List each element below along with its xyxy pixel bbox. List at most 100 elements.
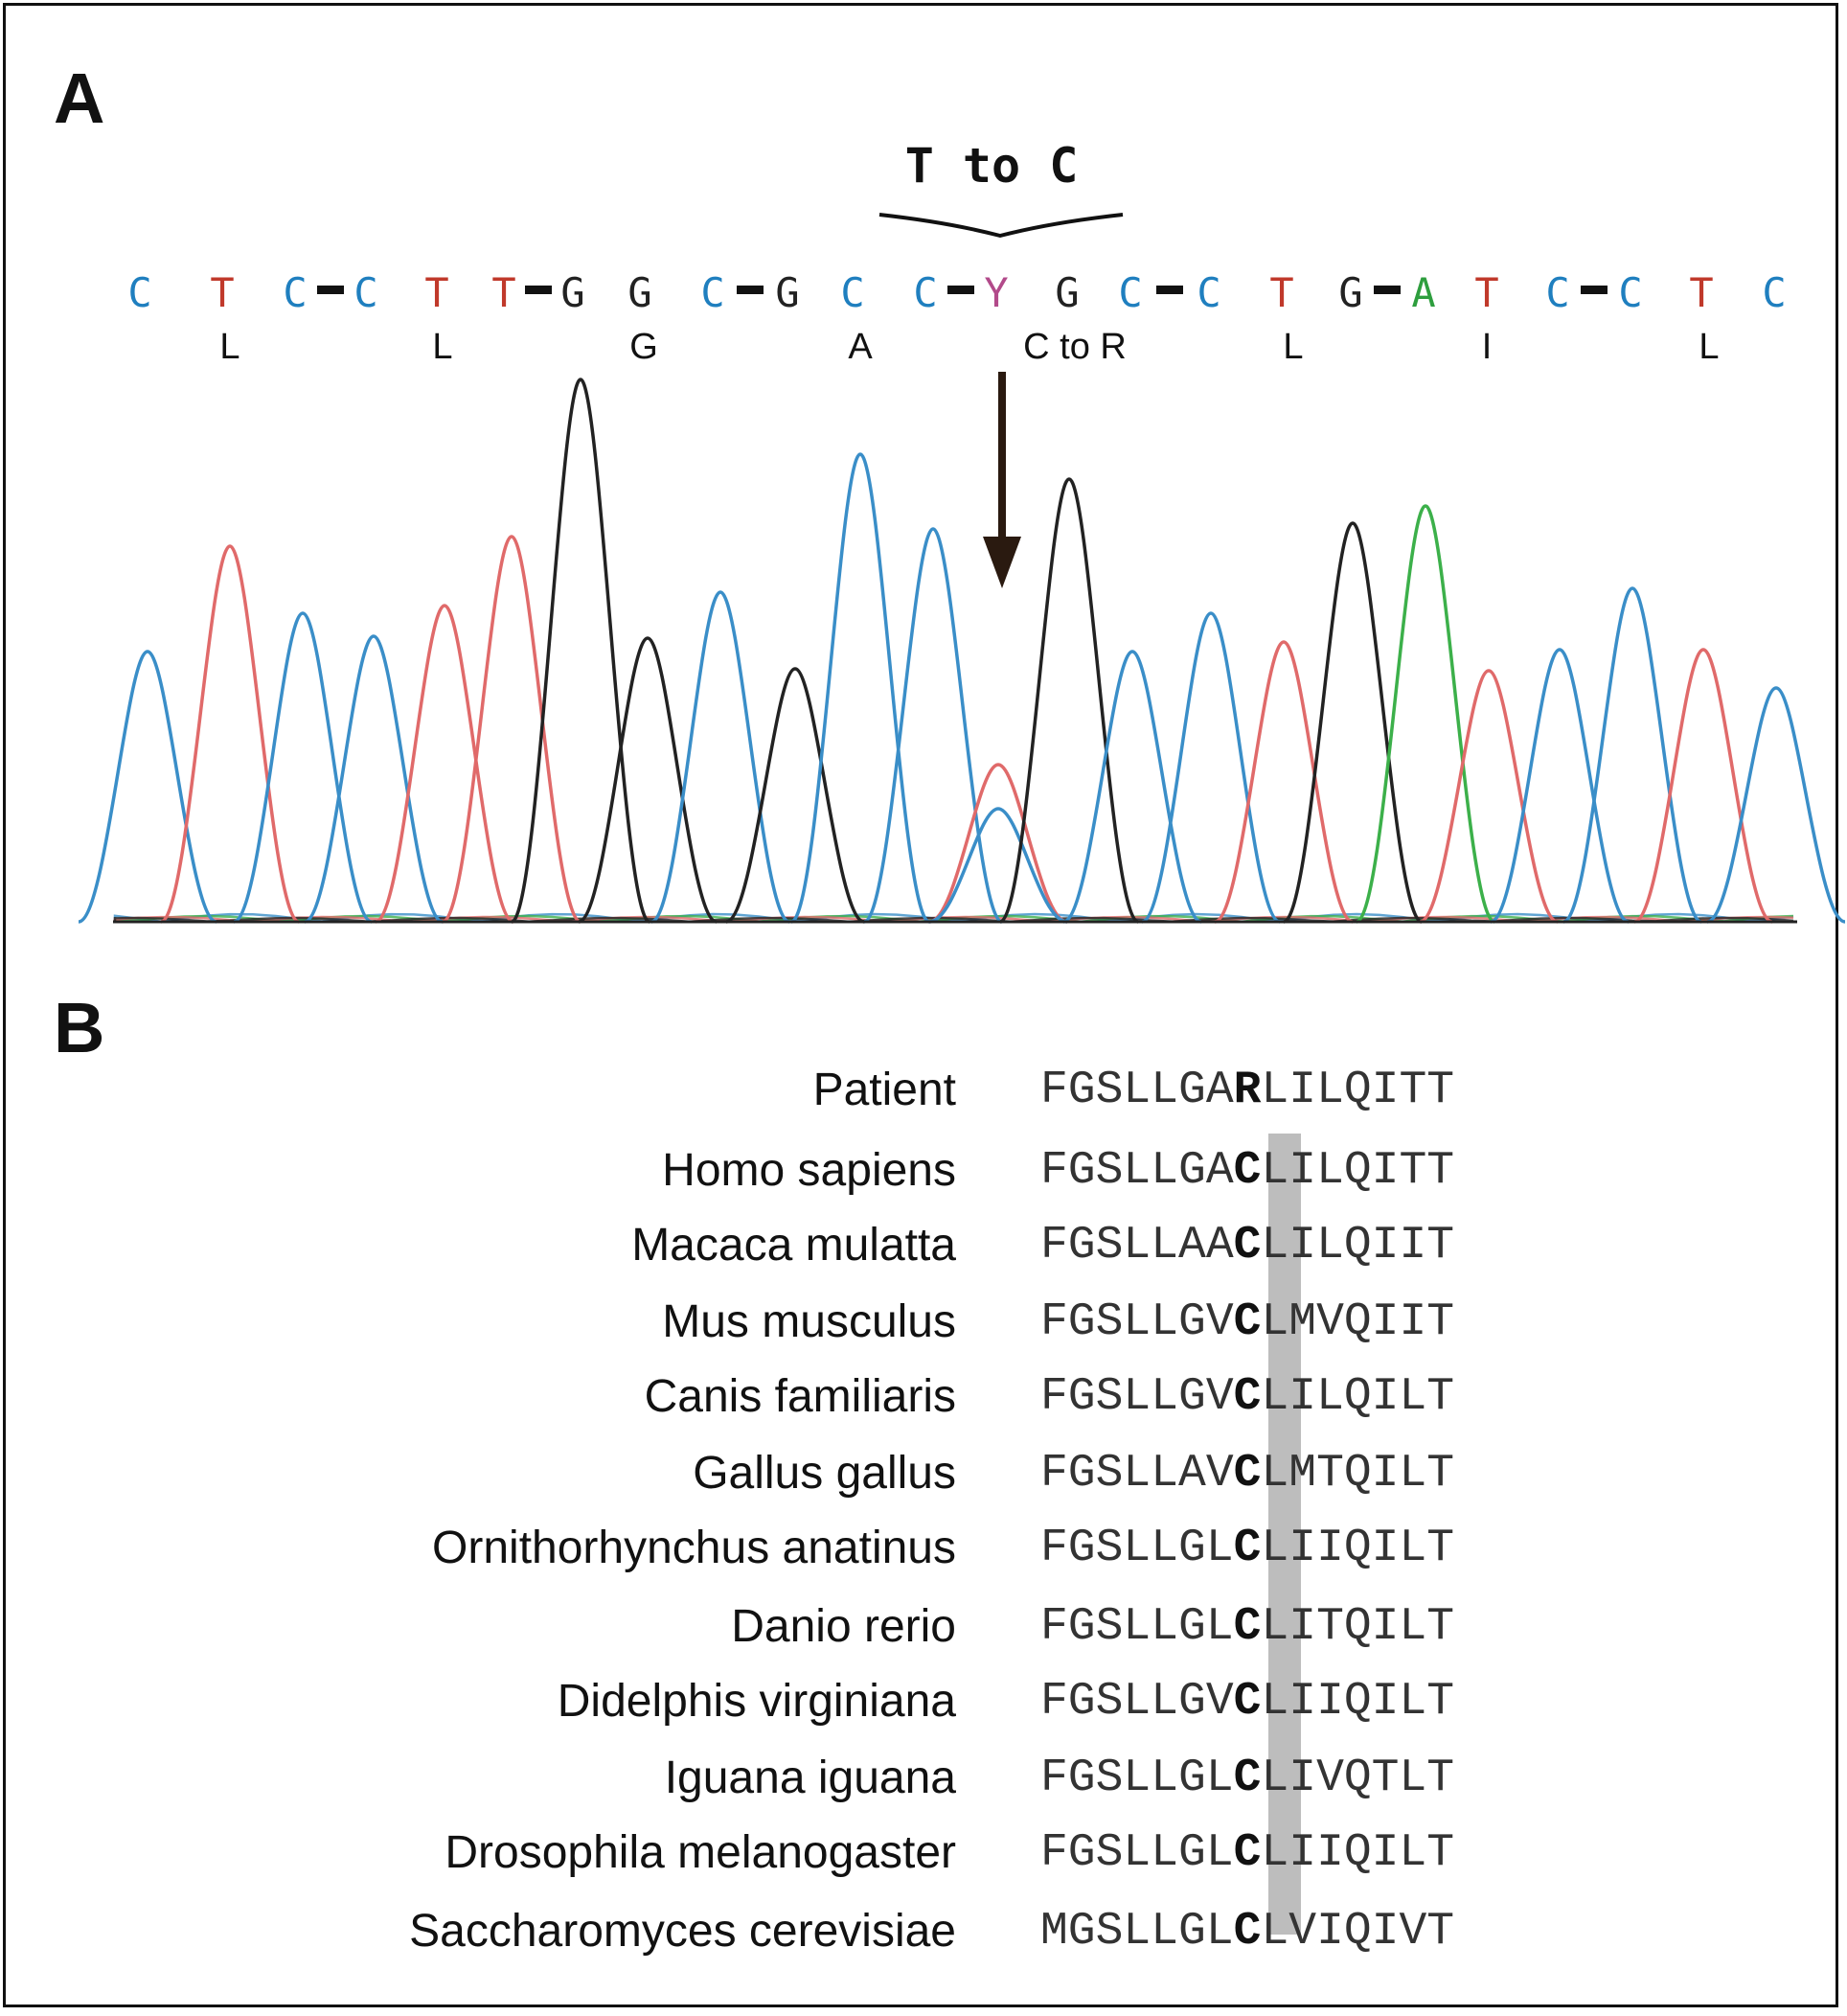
codon-separator	[525, 286, 552, 294]
protein-sequence: FGSLLGLCLIIQILT	[1040, 1824, 1454, 1882]
sequence-right: LILQILT	[1261, 1371, 1455, 1423]
trace-peak	[1062, 650, 1202, 924]
trace-peak	[1283, 521, 1423, 924]
conserved-residue: C	[1233, 1676, 1262, 1728]
amino-acid-label: L	[1699, 327, 1719, 367]
base-call: C	[353, 269, 377, 316]
sequence-left: FGSLLGV	[1040, 1676, 1234, 1728]
base-call: G	[1338, 269, 1362, 316]
base-call: G	[560, 269, 584, 316]
conserved-residue: C	[1233, 1220, 1262, 1271]
trace-peak	[1490, 648, 1630, 924]
protein-sequence: FGSLLGVCLIIQILT	[1040, 1673, 1454, 1730]
species-name: Mus musculus	[662, 1296, 956, 1347]
base-call: T	[424, 269, 448, 316]
amino-acid-label: G	[629, 327, 658, 367]
trace-peak	[78, 650, 217, 924]
trace-peak	[304, 634, 444, 924]
trace-peak	[1562, 586, 1702, 924]
trace-peak	[160, 544, 300, 924]
species-name: Patient	[812, 1065, 956, 1115]
amino-acid-label: L	[432, 327, 452, 367]
sequence-right: LIVQTLT	[1261, 1753, 1455, 1804]
sequence-right: LILQITT	[1261, 1065, 1455, 1116]
base-call: C	[1118, 269, 1142, 316]
trace-peak	[578, 636, 718, 924]
protein-sequence: MGSLLGLCLVIQIVT	[1040, 1903, 1454, 1960]
trace-peak	[510, 378, 651, 924]
base-call: C	[1545, 269, 1569, 316]
chromatogram-traces	[78, 378, 1846, 924]
amino-acid-label: C to R	[1023, 327, 1127, 367]
trace-peak	[1706, 686, 1846, 924]
protein-sequence: FGSLLGVCLILQILT	[1040, 1368, 1454, 1426]
species-name: Ornithorhynchus anatinus	[432, 1523, 956, 1573]
mutation-bracket	[878, 213, 1124, 239]
base-call: T	[1474, 269, 1498, 316]
trace-peak	[863, 527, 1003, 924]
trace-peak	[375, 604, 514, 924]
sequence-right: LIIQILT	[1261, 1827, 1455, 1879]
sequence-left: FGSLLGL	[1040, 1827, 1234, 1879]
base-call: T	[210, 269, 234, 316]
conserved-residue: C	[1233, 1371, 1262, 1423]
species-name: Iguana iguana	[664, 1753, 956, 1803]
sequence-left: MGSLLGL	[1040, 1906, 1234, 1958]
species-name: Macaca mulatta	[631, 1220, 956, 1271]
base-call: C	[283, 269, 307, 316]
trace-peak	[999, 477, 1139, 924]
sequence-left: FGSLLGA	[1040, 1145, 1234, 1197]
conserved-residue: C	[1233, 1296, 1262, 1348]
base-call: C	[1762, 269, 1786, 316]
sequence-right: LMVQIIT	[1261, 1296, 1455, 1348]
conserved-residue: C	[1233, 1827, 1262, 1879]
conserved-cysteine-highlight	[1268, 1134, 1301, 1935]
trace-peak	[1633, 648, 1773, 924]
base-call: G	[775, 269, 799, 316]
conserved-residue: C	[1233, 1523, 1262, 1574]
conserved-residue: C	[1233, 1448, 1262, 1500]
codon-separator	[1581, 286, 1608, 294]
codon-separator	[1156, 286, 1183, 294]
protein-sequence: FGSLLAACLILQIIT	[1040, 1217, 1454, 1274]
trace-peak	[1141, 611, 1281, 924]
species-name: Gallus gallus	[693, 1448, 956, 1499]
sequence-left: FGSLLAV	[1040, 1448, 1234, 1500]
base-call: C	[700, 269, 724, 316]
sequence-left: FGSLLGL	[1040, 1523, 1234, 1574]
codon-separator	[317, 286, 344, 294]
trace-peak	[650, 590, 790, 924]
conserved-residue: C	[1233, 1753, 1262, 1804]
conserved-residue: C	[1233, 1601, 1262, 1653]
conserved-residue: C	[1233, 1906, 1262, 1958]
codon-separator	[1374, 286, 1401, 294]
mutant-residue: R	[1233, 1065, 1262, 1116]
sequence-left: FGSLLAA	[1040, 1220, 1234, 1271]
species-name: Canis familiaris	[644, 1371, 956, 1422]
base-call: Y	[984, 269, 1008, 316]
protein-sequence: FGSLLGARLILQITT	[1040, 1062, 1454, 1119]
panel-b-label: B	[54, 988, 105, 1067]
species-name: Saccharomyces cerevisiae	[409, 1906, 956, 1957]
sequence-right: LILQIIT	[1261, 1220, 1455, 1271]
species-name: Drosophila melanogaster	[445, 1827, 956, 1878]
trace-peak	[233, 611, 373, 924]
sequence-right: LITQILT	[1261, 1601, 1455, 1653]
amino-acid-label: L	[219, 327, 239, 367]
protein-sequence: FGSLLGVCLMVQIIT	[1040, 1294, 1454, 1351]
base-call: C	[913, 269, 937, 316]
protein-sequence: FGSLLGLCLIVQTLT	[1040, 1750, 1454, 1807]
protein-sequence: FGSLLAVCLMTQILT	[1040, 1445, 1454, 1502]
sequence-left: FGSLLGA	[1040, 1065, 1234, 1116]
amino-acid-row: L L G A C to R L I L	[219, 327, 1719, 367]
sequence-left: FGSLLGL	[1040, 1753, 1234, 1804]
codon-separator	[737, 286, 764, 294]
codon-separator	[947, 286, 974, 294]
base-call: T	[491, 269, 515, 316]
amino-acid-label: L	[1283, 327, 1303, 367]
panel-a-label: A	[54, 58, 105, 138]
trace-peak	[790, 452, 930, 924]
trace-peak	[442, 535, 581, 924]
sequence-left: FGSLLGL	[1040, 1601, 1234, 1653]
